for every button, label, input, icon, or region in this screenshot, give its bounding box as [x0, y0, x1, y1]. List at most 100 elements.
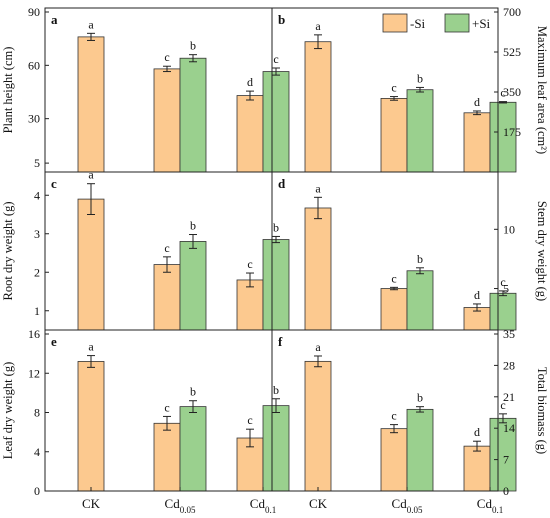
- y-tick-label: 14: [503, 421, 515, 435]
- y-tick-label: 30: [28, 112, 40, 126]
- bar: [153, 68, 181, 173]
- y-axis-label: Total biomass (g): [535, 367, 549, 454]
- y-tick-label: 60: [28, 58, 40, 72]
- bar: [463, 112, 491, 173]
- legend-swatch: [382, 13, 408, 33]
- significance-letter: c: [164, 241, 169, 255]
- significance-letter: c: [500, 86, 505, 100]
- panel-letter: b: [278, 12, 285, 27]
- significance-letter: a: [315, 340, 321, 354]
- y-tick-label: 0: [34, 484, 40, 498]
- significance-letter: d: [474, 95, 480, 109]
- significance-letter: c: [247, 413, 252, 427]
- panel-f: f a c d b c 0 7 14 21 28 35 Total biomass (g): [278, 327, 549, 498]
- y-tick-label: 5: [503, 282, 509, 296]
- y-tick-label: 21: [503, 390, 515, 404]
- significance-letter: b: [417, 391, 423, 405]
- bar: [179, 57, 207, 173]
- significance-letter: b: [273, 220, 279, 234]
- significance-letter: c: [164, 400, 169, 414]
- bar: [406, 89, 434, 173]
- y-tick-label: 10: [503, 222, 515, 236]
- panel-letter: a: [51, 12, 58, 27]
- y-tick-label: 1: [34, 304, 40, 318]
- bar: [380, 98, 408, 173]
- bar: [304, 360, 332, 492]
- y-tick-label: 2: [34, 265, 40, 279]
- significance-letter: b: [417, 71, 423, 85]
- significance-letter: a: [315, 19, 321, 33]
- significance-letter: a: [88, 168, 94, 182]
- panel-c: c a c c b b 1 2 3 4 Root dry weight (g): [1, 168, 290, 331]
- y-tick-label: 12: [28, 366, 40, 380]
- significance-letter: b: [190, 385, 196, 399]
- bar: [179, 241, 207, 331]
- significance-letter: c: [500, 275, 505, 289]
- significance-letter: b: [190, 39, 196, 53]
- x-tick-label: CK: [82, 496, 101, 511]
- significance-letter: c: [164, 50, 169, 64]
- bar: [406, 270, 434, 331]
- y-tick-label: 7: [503, 453, 509, 467]
- bar: [489, 292, 517, 331]
- bar: [304, 207, 332, 331]
- significance-letter: a: [88, 340, 94, 354]
- significance-letter: a: [315, 181, 321, 195]
- legend-label: +Si: [472, 16, 491, 31]
- significance-letter: d: [474, 288, 480, 302]
- y-tick-label: 700: [503, 5, 521, 19]
- y-tick-label: 0: [503, 484, 509, 498]
- significance-letter: a: [88, 17, 94, 31]
- significance-letter: c: [500, 398, 505, 412]
- legend-swatch: [444, 13, 470, 33]
- significance-letter: b: [417, 252, 423, 266]
- bar: [262, 405, 290, 492]
- y-axis-label: Stem dry weight (g): [535, 201, 549, 301]
- bar: [77, 36, 105, 173]
- panel-a: a a c d b c 5 30 60 90 Plant height (cm): [1, 5, 290, 173]
- bar: [153, 422, 181, 492]
- significance-letter: c: [391, 409, 396, 423]
- panel-letter: c: [51, 176, 57, 191]
- bar: [380, 428, 408, 492]
- bar: [262, 239, 290, 331]
- y-tick-label: 3: [34, 227, 40, 241]
- y-axis-label: Leaf dry weight (g): [1, 362, 15, 460]
- bar: [262, 71, 290, 173]
- bar: [77, 198, 105, 331]
- significance-letter: c: [247, 257, 252, 271]
- bar: [304, 41, 332, 173]
- bar: [463, 445, 491, 492]
- y-axis-label: Root dry weight (g): [1, 202, 15, 301]
- panel-letter: f: [278, 334, 283, 349]
- significance-letter: c: [391, 81, 396, 95]
- y-tick-label: 8: [34, 406, 40, 420]
- y-tick-label: 16: [28, 327, 40, 341]
- panel-letter: d: [278, 176, 286, 191]
- bar: [406, 408, 434, 492]
- significance-letter: d: [474, 425, 480, 439]
- bar: [179, 406, 207, 492]
- bar: [236, 279, 264, 331]
- x-tick-label: Cd0.1: [477, 496, 503, 513]
- y-tick-label: 35: [503, 327, 515, 341]
- bar: [489, 101, 517, 173]
- panel-letter: e: [51, 334, 57, 349]
- x-tick-label: Cd0.05: [165, 496, 196, 513]
- x-tick-label: Cd0.1: [250, 496, 276, 513]
- x-tick-label: CK: [309, 496, 328, 511]
- significance-letter: b: [273, 383, 279, 397]
- y-tick-label: 4: [34, 445, 40, 459]
- bar: [380, 288, 408, 331]
- panel-e: e a c c b b 0 4 8 12 16 Leaf dry weight (g): [1, 327, 290, 498]
- y-tick-label: 175: [503, 125, 521, 139]
- y-tick-label: 4: [34, 188, 40, 202]
- y-axis-label: Plant height (cm): [1, 47, 15, 134]
- y-tick-label: 525: [503, 45, 521, 59]
- y-axis-label: Maximum leaf area (cm²): [535, 26, 549, 154]
- bar: [77, 361, 105, 492]
- y-tick-label: 350: [503, 85, 521, 99]
